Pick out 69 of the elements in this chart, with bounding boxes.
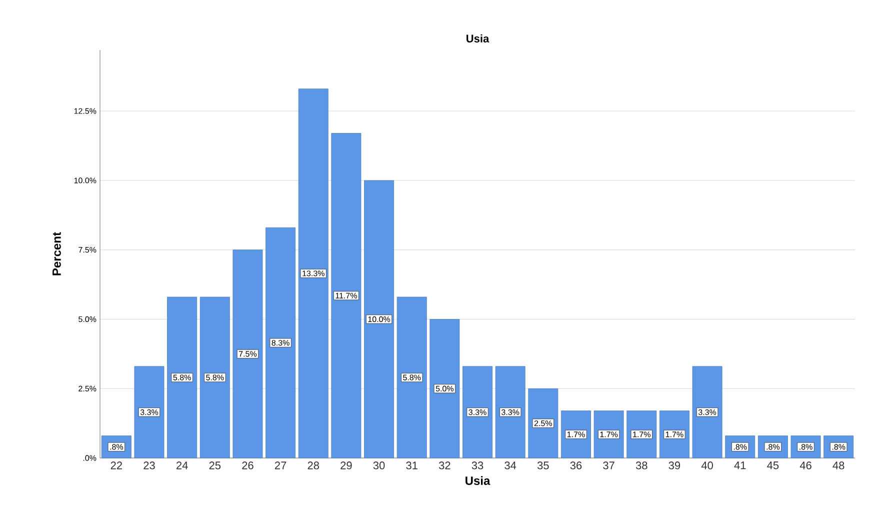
x-tick-label: 28 — [308, 462, 320, 470]
data-label: .8% — [766, 444, 780, 450]
data-label: 1.7% — [666, 432, 684, 438]
x-tick-label: 45 — [767, 462, 779, 470]
bar — [232, 250, 263, 458]
x-tick-label: 34 — [504, 462, 516, 470]
data-label: 5.8% — [206, 374, 224, 380]
x-axis-title: Usia — [466, 476, 490, 485]
bar — [364, 180, 394, 458]
y-tick-label: 5.0% — [78, 316, 96, 322]
x-tick-label: 37 — [603, 462, 614, 470]
data-label: 1.7% — [567, 432, 585, 438]
bar — [396, 296, 427, 458]
data-label: 2.5% — [534, 420, 552, 426]
x-tick-label: 39 — [668, 462, 680, 470]
x-tick-label: 40 — [701, 462, 713, 470]
bar — [462, 366, 492, 458]
y-tick-label: .0% — [83, 455, 96, 461]
data-label: 7.5% — [239, 351, 257, 357]
x-tick-label: 38 — [636, 462, 648, 470]
x-tick-label: 22 — [110, 462, 122, 470]
x-tick-label: 23 — [144, 462, 155, 470]
bar — [200, 296, 230, 458]
data-label: 1.7% — [600, 432, 618, 438]
bar — [134, 366, 164, 458]
y-tick-label: 12.5% — [74, 108, 96, 114]
chart-title: Usia — [466, 34, 490, 42]
bar — [528, 388, 558, 458]
data-label: 5.8% — [403, 374, 421, 380]
x-tick-label: 46 — [800, 462, 812, 470]
data-label: .8% — [800, 444, 812, 450]
x-tick-label: 31 — [406, 462, 418, 470]
data-label: 5.8% — [173, 374, 191, 380]
bar — [331, 133, 362, 458]
data-label: 3.3% — [468, 409, 486, 416]
x-tick-label: 25 — [209, 462, 221, 470]
data-label: 3.3% — [698, 409, 716, 416]
x-tick-label: 32 — [438, 462, 450, 470]
x-tick-label: 41 — [734, 462, 746, 470]
x-tick-label: 30 — [373, 462, 385, 470]
x-tick-label: 24 — [176, 462, 188, 470]
data-label: 3.3% — [140, 409, 158, 416]
data-label: 11.7% — [336, 292, 357, 298]
data-label: 1.7% — [633, 432, 650, 438]
x-tick-label: 26 — [242, 462, 254, 470]
x-tick-label: 33 — [472, 462, 484, 470]
bar — [298, 88, 328, 458]
x-tick-label: 35 — [537, 462, 549, 470]
bar — [430, 319, 460, 458]
bar — [167, 296, 198, 458]
data-label: .8% — [832, 444, 846, 450]
data-label: 10.0% — [368, 316, 390, 322]
data-label: .8% — [734, 444, 747, 450]
x-tick-label: 36 — [570, 462, 582, 470]
data-label: .8% — [110, 444, 124, 450]
y-axis-title: Percent — [52, 232, 61, 276]
y-tick-label: 7.5% — [78, 247, 96, 253]
x-tick-label: 29 — [340, 462, 352, 470]
x-tick-label: 27 — [274, 462, 286, 470]
y-tick-label: 10.0% — [74, 178, 96, 184]
bar — [692, 366, 722, 458]
data-label: 13.3% — [302, 270, 324, 276]
data-label: 5.0% — [436, 386, 454, 392]
y-tick-label: 2.5% — [78, 386, 96, 392]
data-label: 3.3% — [502, 409, 520, 416]
bar — [495, 366, 526, 458]
bar — [266, 227, 296, 458]
x-tick-label: 48 — [832, 462, 844, 470]
data-label: 8.3% — [272, 340, 290, 346]
